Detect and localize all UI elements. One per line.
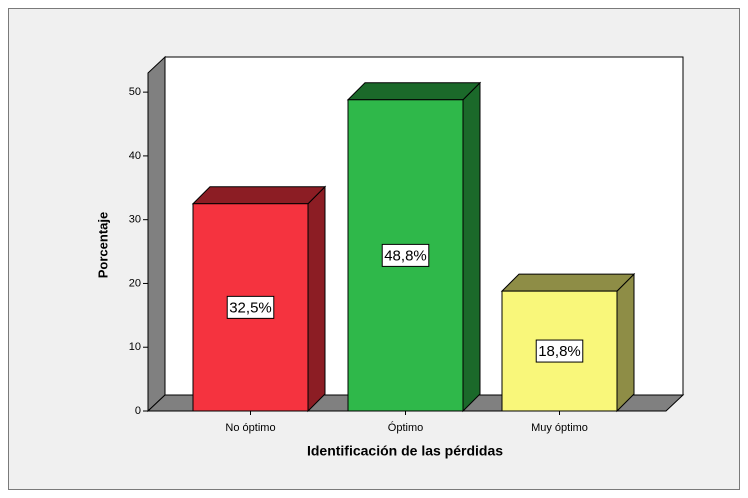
side-wall (147, 55, 166, 413)
value-label: 48,8% (384, 247, 427, 264)
x-tick-label: Óptimo (388, 421, 423, 434)
y-axis-title: Porcentaje (95, 212, 110, 278)
value-label-box (381, 243, 430, 267)
bar-top (346, 82, 482, 101)
y-tick-label: 0 (135, 405, 141, 417)
bar-side (462, 81, 481, 413)
y-tick-label: 20 (129, 277, 141, 289)
y-tick-label: 40 (129, 150, 141, 162)
value-label: 32,5% (229, 299, 272, 316)
y-tick-label: 50 (129, 86, 141, 98)
x-tick-label: No óptimo (225, 422, 275, 434)
value-label-box (226, 295, 275, 319)
bar-side (616, 272, 635, 413)
value-label-box (535, 339, 584, 363)
x-tick-label: Muy óptimo (531, 422, 588, 434)
bar-top (500, 273, 636, 292)
bar-side (307, 185, 326, 413)
y-tick-label: 10 (129, 341, 141, 353)
y-tick-label: 30 (129, 214, 141, 226)
value-label: 18,8% (538, 343, 581, 360)
x-axis-title: Identificación de las pérdidas (307, 443, 503, 459)
bar-top (191, 186, 327, 205)
